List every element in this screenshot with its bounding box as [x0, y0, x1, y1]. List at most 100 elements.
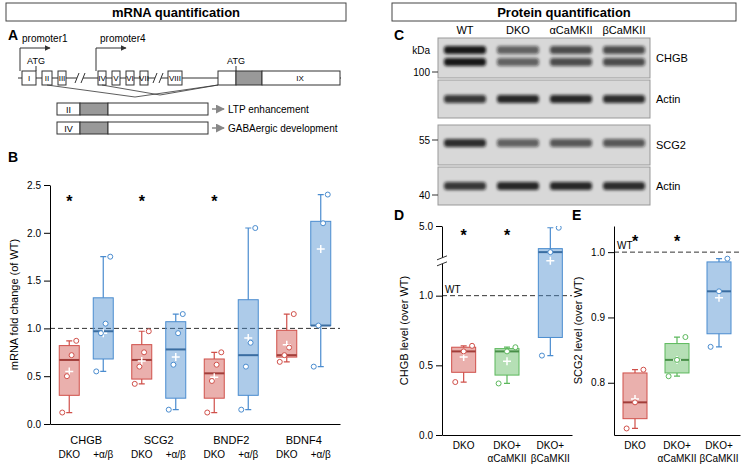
- significance-mark: *: [66, 193, 73, 210]
- blot-band: [497, 182, 539, 190]
- exon: [140, 71, 148, 85]
- y-tick: 1.0: [27, 323, 50, 334]
- y-tick-label: 0.8: [591, 377, 605, 388]
- data-point: [176, 331, 181, 336]
- exon: [218, 71, 236, 85]
- blot-band: [497, 139, 539, 147]
- lane-label: WT: [456, 24, 473, 36]
- panel-label: D: [394, 207, 404, 223]
- box: [311, 192, 331, 369]
- marker-label: 40: [419, 190, 431, 201]
- splice-line: [47, 85, 218, 97]
- box-body: [707, 262, 731, 334]
- blot-band: [603, 58, 645, 66]
- data-point: [108, 254, 113, 259]
- box: [238, 226, 258, 413]
- exon: [58, 71, 66, 85]
- y-tick-mark: [436, 226, 442, 227]
- box: [132, 329, 152, 387]
- x-axis: [615, 435, 741, 436]
- box: [538, 226, 562, 358]
- significance-mark: *: [504, 227, 511, 244]
- category-label: DKO+βCaMKII: [531, 440, 570, 464]
- blot-band: [550, 182, 592, 190]
- blot-band: [497, 46, 539, 54]
- exon-label: II: [45, 74, 49, 83]
- data-point: [94, 369, 99, 374]
- data-point: [513, 345, 518, 350]
- data-point: [287, 345, 292, 350]
- y-tick: 2.5: [27, 180, 50, 191]
- data-point: [142, 350, 147, 355]
- significance-mark: *: [211, 193, 218, 210]
- promoter-label: promoter4: [100, 33, 146, 44]
- data-point: [243, 364, 248, 369]
- transcript-exon-label: IV: [64, 124, 73, 134]
- y-tick-label: 1.0: [27, 323, 41, 334]
- data-point: [69, 353, 74, 358]
- whisker-low: [716, 334, 722, 347]
- exon: [168, 71, 182, 85]
- category-label: DKO+αCaMKII: [487, 440, 526, 464]
- whisker-low: [547, 337, 553, 355]
- whisker-high: [100, 257, 106, 298]
- blot-membrane: [438, 125, 650, 165]
- data-point: [461, 349, 466, 354]
- panel-label: E: [572, 207, 581, 223]
- whisker-high: [284, 314, 290, 330]
- y-tick-label: 1.5: [27, 275, 41, 286]
- data-point: [277, 359, 282, 364]
- blot-membrane: [438, 38, 650, 78]
- whisker-low: [318, 326, 324, 367]
- whisker-low: [504, 375, 510, 383]
- whisker-low: [100, 359, 106, 371]
- box: [204, 350, 224, 415]
- data-point: [311, 364, 316, 369]
- transcript-utr: [108, 103, 208, 115]
- y-tick-label: 0.9: [591, 312, 605, 323]
- data-point: [219, 350, 224, 355]
- y-axis-line: [50, 186, 51, 425]
- lane-label: βCaMKII: [602, 24, 645, 36]
- mean-marker: [673, 356, 681, 364]
- marker-label: 55: [419, 135, 431, 146]
- data-point: [205, 410, 210, 415]
- y-tick-mark: [436, 296, 442, 297]
- series-label: DKO: [131, 449, 153, 460]
- box-body: [311, 221, 331, 325]
- y-axis-title: SCG2 level (over WT): [572, 277, 584, 385]
- y-tick: 0.0: [27, 419, 50, 430]
- data-point: [539, 353, 544, 358]
- significance-mark: *: [674, 233, 681, 250]
- box: [665, 335, 689, 379]
- whisker-high: [547, 228, 553, 249]
- exon: [262, 71, 340, 85]
- y-tick-mark: [436, 435, 442, 436]
- blot-band: [444, 182, 486, 190]
- data-point: [209, 378, 214, 383]
- data-point: [98, 331, 103, 336]
- box-chart: 0.80.91.0DKODKO+αCaMKIIDKO+βCaMKIIWTSCG2…: [572, 227, 741, 465]
- exon: [112, 71, 120, 85]
- x-axis-line: [615, 435, 741, 436]
- series-label: DKO: [203, 449, 225, 460]
- box-body: [665, 344, 689, 373]
- y-axis-title: mRNA fold change (of WT): [8, 239, 20, 370]
- y-tick-mark: [44, 185, 50, 186]
- transcript-arrow: [212, 127, 224, 129]
- reference-label: WT: [617, 240, 633, 251]
- mean-marker: [172, 353, 180, 361]
- header-box: [392, 3, 736, 21]
- series-label: +α/β: [93, 449, 113, 460]
- data-point: [64, 374, 69, 379]
- x-axis-line: [51, 424, 341, 425]
- box-body: [452, 347, 476, 372]
- marker-tick: [432, 195, 438, 196]
- y-tick-mark: [44, 328, 50, 329]
- blot-band: [550, 139, 592, 147]
- blot-band: [550, 46, 592, 54]
- header-box: [6, 3, 346, 21]
- whisker-high: [318, 195, 324, 222]
- break-mark: [75, 73, 85, 83]
- data-point: [171, 362, 176, 367]
